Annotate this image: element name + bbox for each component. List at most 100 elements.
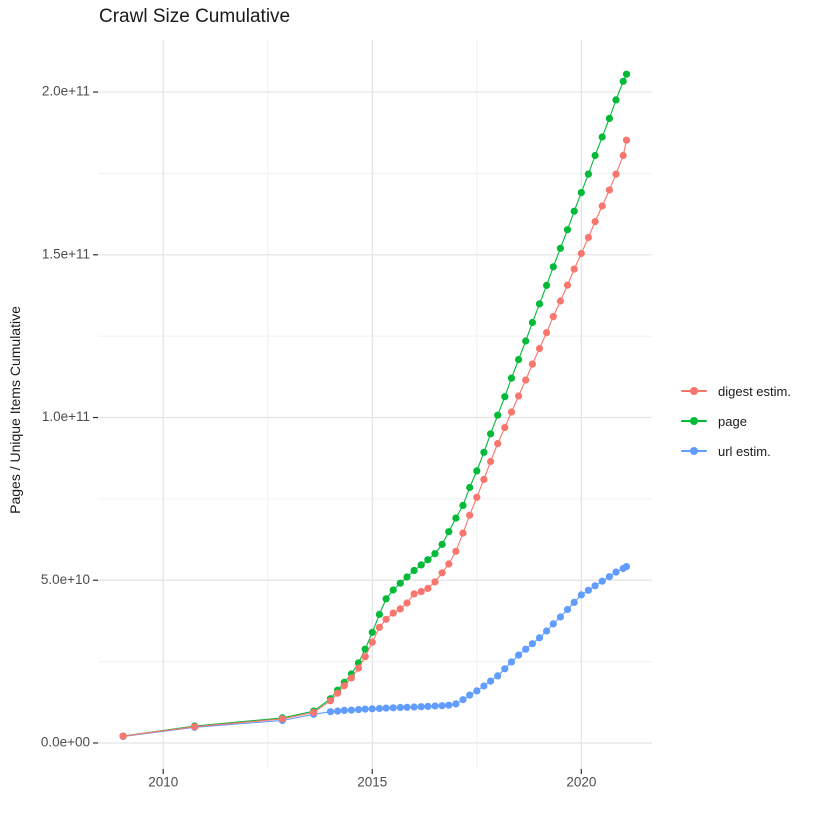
data-point: [368, 638, 376, 646]
data-point: [612, 96, 620, 104]
data-point: [584, 586, 593, 594]
data-point: [473, 687, 481, 695]
legend-item: page: [681, 406, 791, 436]
data-point: [501, 424, 509, 432]
data-point: [389, 704, 397, 712]
data-point: [368, 705, 376, 713]
data-point: [334, 689, 342, 697]
data-point: [375, 704, 383, 713]
data-point: [403, 599, 411, 607]
data-point: [466, 511, 474, 519]
data-point: [459, 696, 467, 704]
data-point: [480, 682, 488, 690]
data-point: [361, 653, 369, 661]
data-point: [389, 609, 397, 617]
legend-point-icon: [690, 447, 698, 455]
data-point: [570, 598, 578, 607]
data-point: [438, 702, 446, 710]
data-point: [494, 672, 502, 680]
data-point: [619, 77, 627, 85]
data-point: [431, 550, 439, 558]
data-point: [598, 133, 606, 141]
data-point: [622, 136, 631, 144]
data-point: [424, 556, 432, 564]
data-point: [515, 356, 523, 364]
data-point: [619, 151, 627, 160]
data-point: [605, 114, 614, 122]
data-point: [326, 697, 335, 705]
data-point: [549, 263, 557, 271]
data-point: [556, 613, 565, 621]
y-tick-label: 1.0e+11: [42, 409, 90, 424]
data-point: [487, 430, 495, 438]
data-point: [452, 700, 460, 708]
data-point: [354, 664, 363, 672]
data-point: [598, 577, 606, 585]
data-point: [410, 566, 418, 575]
data-point: [424, 702, 432, 711]
legend-label: page: [718, 413, 747, 429]
data-point: [605, 573, 614, 581]
legend-key: [681, 384, 707, 398]
data-point: [598, 202, 606, 210]
data-point: [584, 233, 593, 242]
data-point: [119, 732, 127, 740]
data-point: [549, 620, 557, 628]
data-point: [368, 628, 376, 636]
data-point: [522, 645, 530, 653]
data-point: [556, 297, 565, 305]
data-point: [417, 561, 425, 569]
legend-item: url estim.: [681, 436, 791, 466]
legend-key: [681, 414, 707, 428]
data-point: [445, 528, 453, 536]
data-point: [570, 207, 578, 215]
data-point: [515, 651, 523, 659]
data-point: [417, 588, 425, 596]
legend-item: digest estim.: [681, 376, 791, 406]
legend: digest estim. page url estim.: [681, 376, 791, 466]
legend-label: digest estim.: [718, 383, 791, 399]
data-point: [507, 408, 516, 416]
data-point: [528, 360, 537, 368]
data-point: [417, 703, 425, 711]
data-point: [507, 374, 516, 382]
data-point: [347, 674, 355, 682]
data-point: [403, 573, 411, 581]
data-point: [375, 610, 383, 619]
data-point: [410, 703, 418, 711]
legend-label: url estim.: [718, 443, 771, 459]
data-point: [501, 393, 509, 401]
data-point: [459, 529, 467, 537]
data-point: [522, 376, 530, 384]
data-point: [396, 703, 404, 712]
data-point: [612, 568, 620, 576]
data-point: [622, 563, 631, 571]
x-tick-label: 2020: [566, 775, 596, 790]
data-point: [191, 723, 199, 731]
data-point: [543, 329, 551, 337]
data-point: [563, 281, 572, 289]
data-point: [570, 265, 578, 273]
data-point: [473, 467, 481, 475]
data-point: [340, 706, 348, 715]
data-point: [340, 682, 348, 690]
x-tick-label: 2015: [357, 775, 387, 790]
data-point: [347, 706, 355, 714]
data-point: [438, 540, 446, 549]
data-point: [354, 706, 363, 714]
data-point: [563, 226, 572, 234]
data-point: [452, 514, 460, 522]
data-point: [622, 70, 631, 78]
data-point: [501, 665, 509, 673]
data-point: [424, 584, 432, 593]
data-point: [382, 595, 390, 603]
data-point: [480, 448, 488, 456]
data-point: [556, 244, 565, 252]
data-point: [326, 708, 335, 716]
data-point: [563, 605, 572, 614]
data-point: [473, 493, 481, 501]
data-point: [591, 582, 599, 590]
data-point: [361, 705, 369, 713]
chart-title: Crawl Size Cumulative: [99, 6, 291, 27]
